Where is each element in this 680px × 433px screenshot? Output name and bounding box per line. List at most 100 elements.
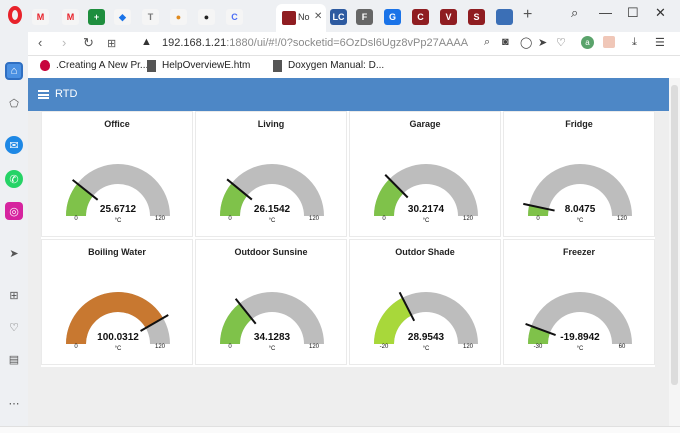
opera-sidebar: ⌂ ⬠ ✉ ✆ ◎ ➤ ⊞ ♡ ▤ ⋯ xyxy=(0,32,28,433)
maximize-button[interactable]: ☐ xyxy=(627,5,639,20)
gauge-needle xyxy=(234,298,257,325)
browser-tab[interactable]: ● xyxy=(198,9,215,25)
gauge-title: Fridge xyxy=(565,119,593,129)
back-button[interactable]: ‹ xyxy=(38,35,43,50)
gauge-max-label: 60 xyxy=(619,344,626,350)
browser-tab[interactable]: M xyxy=(32,9,49,25)
browser-tab[interactable]: + xyxy=(88,9,105,25)
browser-tab[interactable]: G xyxy=(384,9,401,25)
forward-button[interactable]: › xyxy=(62,35,67,50)
page-icon xyxy=(147,60,156,72)
browser-tab[interactable]: ◆ xyxy=(114,9,131,25)
bookmark-item[interactable]: Doxygen Manual: D... xyxy=(288,60,385,71)
gauge-min-label: 0 xyxy=(74,344,78,350)
pinboard-icon[interactable]: ⬠ xyxy=(9,97,19,110)
send-flow-icon[interactable]: ➤ xyxy=(9,247,19,260)
gauge-max-label: 120 xyxy=(309,344,320,350)
gauge-value: 34.1283 xyxy=(254,332,291,343)
browser-tab[interactable]: V xyxy=(440,9,457,25)
gauge-value: 25.6712 xyxy=(100,204,137,215)
gauge-unit: °C xyxy=(423,346,430,352)
gauge-fill xyxy=(374,179,404,216)
easy-setup-icon[interactable]: ☰ xyxy=(655,37,665,49)
gauge-needle xyxy=(226,178,253,201)
gauge-track xyxy=(528,292,632,344)
bookmark-item[interactable]: HelpOverviewE.htm xyxy=(162,60,251,71)
gauge-value: 8.0475 xyxy=(565,204,596,215)
browser-tab[interactable]: ● xyxy=(170,9,187,25)
gauge-unit: °C xyxy=(577,218,584,224)
gauge-fill xyxy=(528,205,549,216)
gauge-title: Outdor Shade xyxy=(395,247,455,257)
gauge-card: Living 26.1542 °C 0 120 xyxy=(195,111,347,237)
gauge-dial: 25.6712 °C 0 120 xyxy=(66,164,170,224)
gauge-max-label: 120 xyxy=(617,216,628,222)
browser-tab[interactable]: F xyxy=(356,9,373,25)
more-icon[interactable]: ⋯ xyxy=(8,397,20,410)
wallet-icon[interactable] xyxy=(603,36,615,48)
browser-tab[interactable]: C xyxy=(226,9,243,25)
gauge-unit: °C xyxy=(423,218,430,224)
gauge-card: Fridge 8.0475 °C 0 120 xyxy=(503,111,655,237)
messenger-icon[interactable]: ✉ xyxy=(5,136,23,154)
menu-icon[interactable] xyxy=(38,90,49,99)
gauge-dial: -19.8942 °C -30 60 xyxy=(525,292,632,352)
gauge-fill xyxy=(374,297,412,344)
reload-button[interactable]: ↻ xyxy=(83,35,94,50)
bookmark-item[interactable]: .Creating A New Pr... xyxy=(56,60,149,71)
scrollbar-thumb[interactable] xyxy=(671,85,678,385)
gauge-card: Garage 30.2174 °C 0 120 xyxy=(349,111,501,237)
gauge-max-label: 120 xyxy=(309,216,320,222)
gauge-track xyxy=(220,164,324,216)
send-icon[interactable]: ➤ xyxy=(538,37,548,49)
gauge-unit: °C xyxy=(115,346,122,352)
gauge-title: Boiling Water xyxy=(88,247,146,257)
gauge-needle xyxy=(523,202,555,212)
gauge-min-label: -30 xyxy=(534,344,543,350)
close-window-button[interactable]: ✕ xyxy=(655,5,666,20)
close-tab-icon[interactable]: ✕ xyxy=(314,11,323,22)
bottom-strip xyxy=(0,426,680,433)
page-icon xyxy=(273,60,282,72)
instagram-icon[interactable]: ◎ xyxy=(5,202,23,220)
gauge-card: Freezer -19.8942 °C -30 60 xyxy=(503,239,655,365)
dashboard-content: Office 25.6712 °C 0 120 Living 26.1542 °C 0 120 Ga… xyxy=(28,111,680,433)
heart-icon[interactable]: ♡ xyxy=(556,37,566,49)
gauge-dial: 26.1542 °C 0 120 xyxy=(220,164,324,224)
gauge-dial: 8.0475 °C 0 120 xyxy=(523,164,632,224)
search-icon[interactable]: ⌕ xyxy=(484,36,491,48)
camera-icon[interactable]: ◙ xyxy=(502,36,509,48)
dashboard-header: RTD xyxy=(28,78,680,111)
speed-dial-icon[interactable]: ⊞ xyxy=(107,38,117,50)
history-icon[interactable]: ▤ xyxy=(8,353,20,366)
favorites-icon[interactable]: ♡ xyxy=(9,321,19,334)
url-field[interactable]: 192.168.1.21:1880/ui/#!/0?socketid=6OzDs… xyxy=(162,37,468,49)
not-secure-icon[interactable]: ▲ xyxy=(141,36,152,48)
url-host: 192.168.1.21 xyxy=(162,37,227,49)
browser-tab[interactable]: T xyxy=(142,9,159,25)
gauge-max-label: 120 xyxy=(155,216,166,222)
gauge-track xyxy=(220,292,324,344)
gauge-min-label: 0 xyxy=(228,344,232,350)
gauge-needle xyxy=(71,179,99,201)
gauge-group: Office 25.6712 °C 0 120 Living 26.1542 °C 0 120 Ga… xyxy=(41,111,655,367)
active-tab[interactable]: No ✕ xyxy=(276,4,326,32)
gauge-dial: 30.2174 °C 0 120 xyxy=(374,164,478,224)
home-icon[interactable]: ⌂ xyxy=(5,62,23,80)
extensions-icon[interactable]: ⊞ xyxy=(9,289,19,302)
vpn-icon[interactable]: ◯ xyxy=(520,37,533,49)
browser-tab[interactable] xyxy=(496,9,513,25)
extension-icon[interactable]: a xyxy=(581,36,594,49)
bookmarks-bar: .Creating A New Pr... HelpOverviewE.htm … xyxy=(28,56,680,78)
whatsapp-icon[interactable]: ✆ xyxy=(5,170,23,188)
browser-tab[interactable]: S xyxy=(468,9,485,25)
search-tabs-icon[interactable]: ⌕ xyxy=(571,5,579,20)
browser-tab[interactable]: LC xyxy=(330,9,347,25)
browser-tab[interactable]: M xyxy=(62,9,79,25)
minimize-button[interactable]: — xyxy=(599,5,612,20)
new-tab-button[interactable]: + xyxy=(523,6,533,23)
download-icon[interactable]: ⤓ xyxy=(632,36,637,48)
gauge-value: 30.2174 xyxy=(408,204,445,215)
browser-tab[interactable]: C xyxy=(412,9,429,25)
opera-logo-icon[interactable] xyxy=(8,6,22,24)
